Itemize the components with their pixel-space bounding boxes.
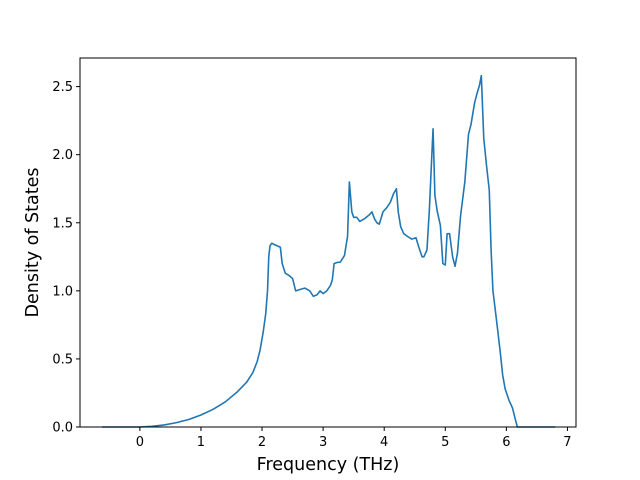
y-tick-label: 1.5 [52, 216, 73, 231]
y-axis-ticks: 0.0 0.5 1.0 1.5 2.0 2.5 [52, 80, 80, 436]
x-tick-label: 7 [563, 435, 571, 450]
plot-area [101, 74, 556, 428]
x-tick-label: 6 [502, 435, 510, 450]
y-tick-label: 2.0 [52, 148, 73, 163]
x-tick-label: 3 [319, 435, 327, 450]
x-tick-label: 1 [197, 435, 205, 450]
axes-frame [79, 57, 577, 428]
x-axis-label: Frequency (THz) [257, 455, 400, 475]
x-tick-label: 5 [441, 435, 449, 450]
x-tick-label: 4 [380, 435, 388, 450]
x-axis-ticks: 0 1 2 3 4 5 6 7 [136, 427, 572, 450]
x-tick-label: 2 [258, 435, 266, 450]
y-tick-label: 0.5 [52, 352, 73, 367]
x-tick-label: 0 [136, 435, 144, 450]
y-tick-label: 0.0 [52, 421, 73, 436]
series-line-0 [101, 74, 556, 428]
y-tick-label: 2.5 [52, 80, 73, 95]
y-tick-label: 1.0 [52, 284, 73, 299]
y-axis-label: Density of States [23, 168, 43, 318]
